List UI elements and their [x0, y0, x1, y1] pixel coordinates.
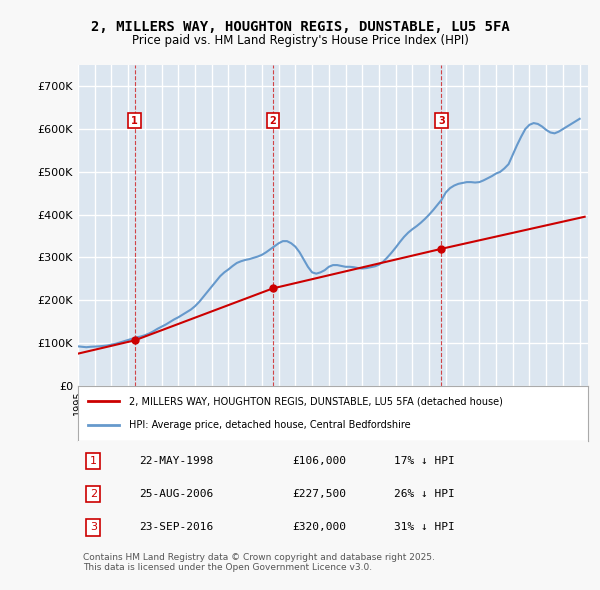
Text: 31% ↓ HPI: 31% ↓ HPI — [394, 522, 455, 532]
Text: Price paid vs. HM Land Registry's House Price Index (HPI): Price paid vs. HM Land Registry's House … — [131, 34, 469, 47]
Text: £320,000: £320,000 — [292, 522, 346, 532]
Text: 2, MILLERS WAY, HOUGHTON REGIS, DUNSTABLE, LU5 5FA: 2, MILLERS WAY, HOUGHTON REGIS, DUNSTABL… — [91, 19, 509, 34]
Text: 26% ↓ HPI: 26% ↓ HPI — [394, 489, 455, 499]
Text: 3: 3 — [438, 116, 445, 126]
Text: 17% ↓ HPI: 17% ↓ HPI — [394, 456, 455, 466]
Text: 2: 2 — [269, 116, 276, 126]
Text: HPI: Average price, detached house, Central Bedfordshire: HPI: Average price, detached house, Cent… — [129, 420, 410, 430]
Text: 22-MAY-1998: 22-MAY-1998 — [139, 456, 214, 466]
Text: Contains HM Land Registry data © Crown copyright and database right 2025.
This d: Contains HM Land Registry data © Crown c… — [83, 552, 435, 572]
Text: £227,500: £227,500 — [292, 489, 346, 499]
Text: 23-SEP-2016: 23-SEP-2016 — [139, 522, 214, 532]
Text: 2, MILLERS WAY, HOUGHTON REGIS, DUNSTABLE, LU5 5FA (detached house): 2, MILLERS WAY, HOUGHTON REGIS, DUNSTABL… — [129, 396, 503, 406]
Text: 2: 2 — [90, 489, 97, 499]
Text: £106,000: £106,000 — [292, 456, 346, 466]
Text: 3: 3 — [90, 522, 97, 532]
Text: 25-AUG-2006: 25-AUG-2006 — [139, 489, 214, 499]
Text: 1: 1 — [90, 456, 97, 466]
Text: 1: 1 — [131, 116, 138, 126]
